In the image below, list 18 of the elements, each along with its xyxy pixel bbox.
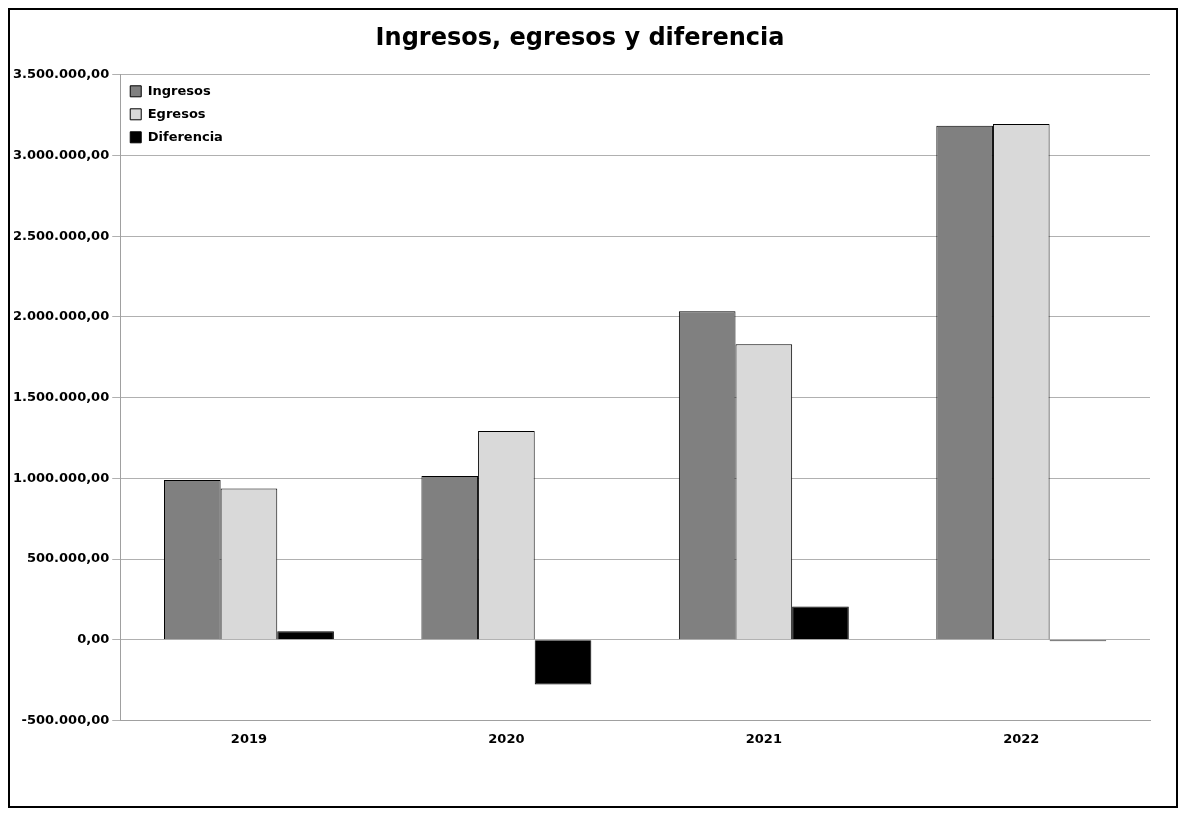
- legend-label: Egresos: [147, 105, 206, 121]
- y-tick-label: 1.500.000,00: [12, 388, 110, 404]
- x-tick-label: 2020: [488, 730, 525, 746]
- y-tick-label: -500.000,00: [21, 711, 110, 727]
- x-tick-label: 2019: [230, 730, 268, 746]
- y-tick-label: 3.000.000,00: [12, 146, 110, 162]
- y-tick-label: 1.000.000,00: [12, 469, 110, 485]
- bar: [534, 640, 592, 685]
- x-tick-label: 2022: [1003, 730, 1040, 746]
- y-tick-label: 2.500.000,00: [12, 227, 110, 243]
- legend-label: Ingresos: [147, 82, 212, 98]
- y-tick-label: 2.000.000,00: [12, 308, 110, 324]
- y-tick-label: 0,00: [77, 631, 110, 647]
- chart-title: Ingresos, egresos y diferencia: [375, 22, 785, 51]
- x-tick-label: 2021: [745, 730, 782, 746]
- legend-label: Diferencia: [147, 128, 223, 144]
- y-tick-label: 500.000,00: [26, 550, 110, 566]
- y-tick-label: 3.500.000,00: [12, 66, 110, 82]
